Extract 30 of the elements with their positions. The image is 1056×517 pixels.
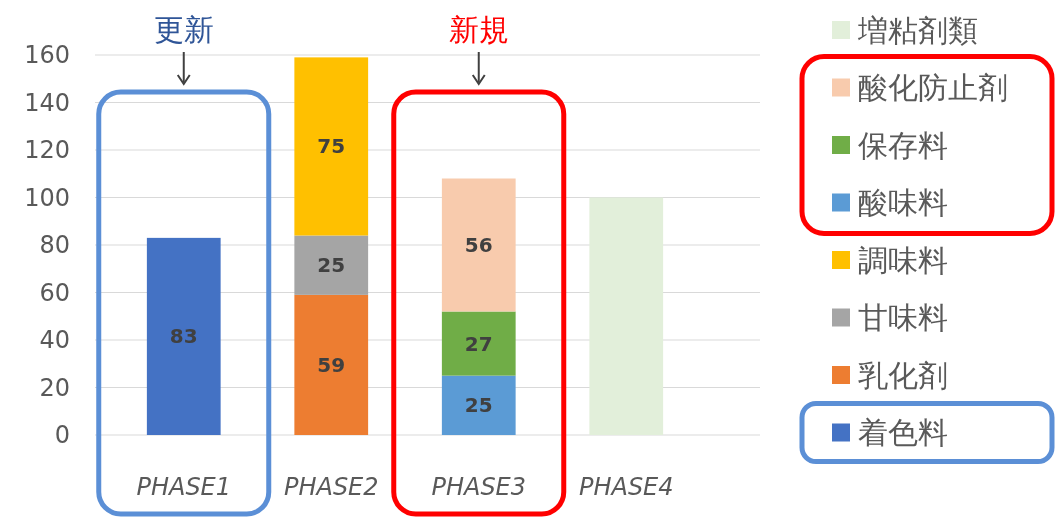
legend-label: 調味料	[858, 242, 948, 278]
y-tick-label: 40	[39, 326, 70, 355]
legend-label: 酸化防止剤	[858, 70, 1008, 105]
legend-label: 甘味料	[858, 300, 948, 335]
legend-label: 着色料	[858, 415, 948, 450]
data-label: 75	[317, 134, 346, 159]
data-label: 25	[317, 253, 346, 278]
legend-label: 保存料	[858, 127, 948, 163]
data-label: 59	[317, 352, 346, 377]
data-label: 56	[464, 233, 493, 257]
data-label: 25	[464, 393, 493, 418]
data-label: 27	[464, 331, 493, 356]
data-label: 83	[169, 324, 198, 349]
legend-label: 乳化剤	[858, 357, 948, 393]
x-tick-label: PHASE1	[136, 473, 232, 501]
x-tick-label: PHASE4	[578, 473, 674, 501]
y-tick-label: 80	[39, 231, 70, 260]
legend-label: 増粘剤類	[857, 12, 978, 48]
x-tick-label: PHASE2	[283, 473, 379, 501]
legend-label: 酸味料	[858, 185, 948, 220]
y-tick-label: 60	[39, 278, 70, 307]
x-tick-label: PHASE3	[431, 473, 527, 501]
annotation: 新規	[448, 12, 509, 47]
y-tick-label: 160	[24, 41, 70, 70]
y-tick-label: 20	[39, 373, 70, 402]
y-tick-label: 100	[24, 183, 70, 212]
y-tick-label: 140	[24, 88, 70, 117]
annotation: 更新	[153, 12, 214, 47]
y-tick-label: 0	[54, 421, 70, 450]
y-tick-label: 120	[24, 136, 70, 165]
